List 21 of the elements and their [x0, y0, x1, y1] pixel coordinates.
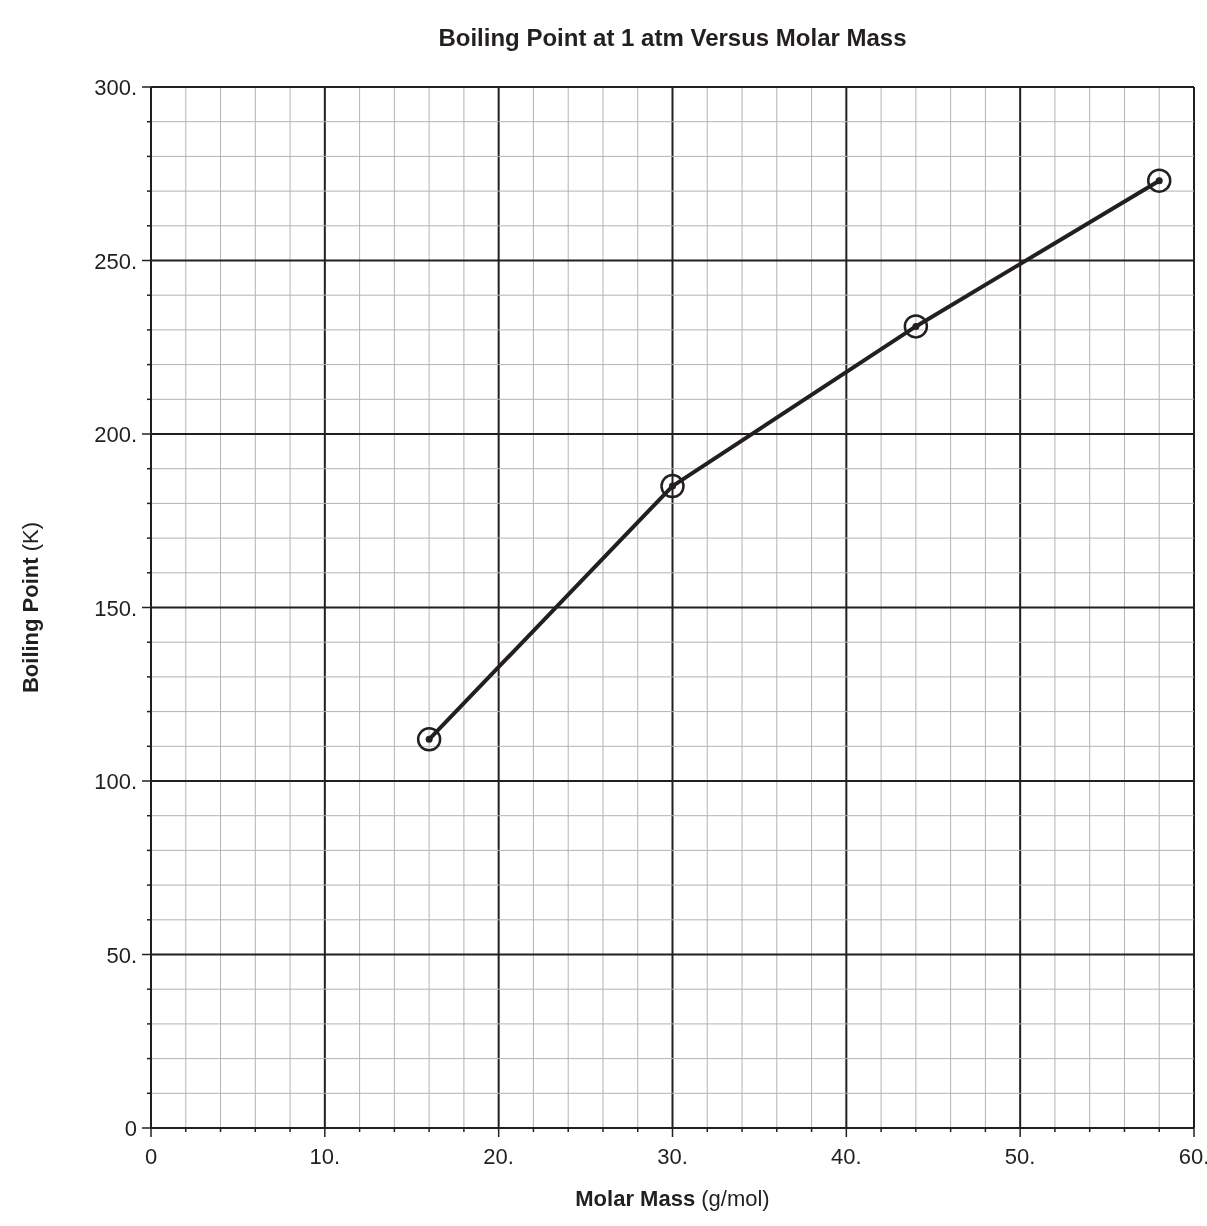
x-tick-label: 40. [831, 1144, 862, 1169]
point [660, 473, 685, 499]
x-tick-label: 30. [657, 1144, 688, 1169]
point [903, 314, 929, 339]
y-tick-label: 0 [124, 1116, 137, 1141]
chart-title: Boiling Point at 1 atm Versus Molar Mass [438, 24, 907, 51]
x-axis-title: Molar Mass (g/mol) [575, 1186, 770, 1211]
y-axis-title: Boiling Point (K) [18, 521, 43, 694]
x-tick-label: 20. [483, 1144, 514, 1169]
x-tick-label: 50. [1004, 1144, 1036, 1169]
y-tick-label: 50. [106, 942, 137, 968]
y-tick-label: 250. [94, 248, 137, 274]
y-tick-label: 200. [94, 422, 137, 447]
point [416, 727, 442, 752]
y-tick-label: 150. [94, 595, 137, 621]
x-tick-label: 0 [144, 1144, 158, 1169]
point [1146, 168, 1172, 193]
x-tick-label: 60. [1178, 1144, 1207, 1169]
y-tick-label: 300. [94, 75, 137, 100]
y-tick-label: 100. [94, 769, 137, 794]
x-tick-label: 10. [309, 1144, 341, 1169]
